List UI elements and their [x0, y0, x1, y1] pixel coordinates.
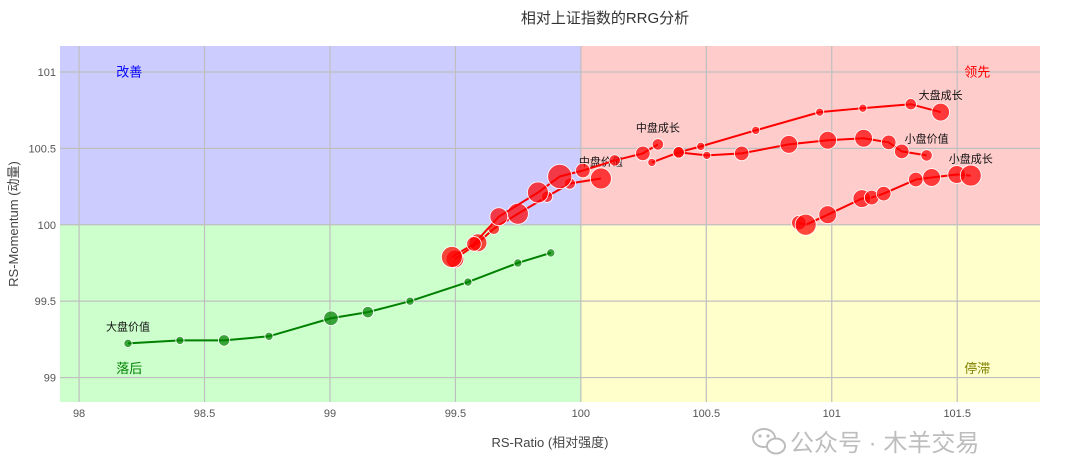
series-label: 大盘价值 — [106, 319, 150, 333]
series-label: 大盘成长 — [919, 88, 963, 102]
series-line — [651, 137, 927, 164]
quadrant-label-bottom-left: 落后 — [116, 361, 142, 376]
data-point — [751, 125, 761, 135]
x-tick-label: 100.5 — [693, 408, 721, 420]
series-line — [127, 251, 552, 345]
series-小盘成长: 小盘成长 — [791, 152, 993, 236]
x-tick-label: 99 — [324, 408, 336, 420]
data-point — [635, 145, 651, 162]
data-point — [489, 207, 509, 226]
y-tick-label: 101 — [38, 67, 56, 79]
data-point — [217, 334, 231, 347]
x-tick-label: 101.5 — [943, 408, 971, 420]
y-tick-label: 99 — [44, 373, 56, 385]
y-tick-label: 99.5 — [35, 296, 56, 308]
series-中盘成长: 中盘成长 — [440, 120, 680, 268]
watermark-text: 公众号 · 木羊交易 — [790, 430, 979, 457]
series-label: 小盘成长 — [949, 152, 993, 166]
data-point — [920, 149, 933, 162]
chart-title: 相对上证指数的RRG分析 — [521, 10, 689, 27]
series-小盘价值: 小盘价值 — [647, 128, 949, 167]
y-tick-label: 100.5 — [28, 143, 56, 155]
data-point — [922, 168, 941, 187]
quadrant-top-right — [580, 46, 1040, 225]
x-tick-label: 99.5 — [445, 408, 466, 420]
x-tick-label: 100 — [572, 408, 590, 420]
series-label: 小盘价值 — [905, 131, 949, 145]
data-point — [959, 164, 982, 187]
series-大盘价值: 大盘价值 — [106, 248, 556, 348]
data-point — [463, 277, 473, 287]
x-tick-label: 98 — [73, 408, 85, 420]
data-point — [672, 146, 685, 159]
wechat-icon — [752, 428, 786, 455]
data-point — [702, 150, 712, 160]
data-point — [608, 154, 621, 167]
data-point — [361, 306, 374, 319]
data-point — [894, 143, 910, 160]
data-point — [881, 134, 897, 151]
data-point — [908, 171, 924, 188]
y-axis-label: RS-Momentum (动量) — [6, 161, 21, 287]
data-point — [858, 103, 868, 113]
quadrant-bottom-right — [580, 224, 1040, 402]
gridlines — [60, 46, 1040, 402]
y-tick-label: 100 — [38, 220, 56, 232]
data-point — [651, 138, 664, 151]
data-point — [466, 236, 482, 252]
data-point — [818, 130, 838, 150]
data-point — [931, 102, 950, 122]
data-point — [779, 135, 799, 154]
data-point — [818, 205, 838, 224]
data-point — [696, 141, 706, 151]
data-point — [733, 145, 750, 162]
data-point — [575, 162, 591, 179]
data-point — [123, 338, 133, 348]
data-point — [590, 167, 612, 190]
tick-labels: 98 98.5 99 99.5 100 100.5 101 101.5 99 99.5 100 100… — [28, 67, 971, 420]
watermark: 公众号 · 木羊交易 — [752, 428, 979, 457]
data-point — [323, 310, 339, 326]
data-point — [440, 246, 463, 268]
data-point — [854, 128, 873, 148]
data-point — [513, 258, 523, 268]
quadrant-label-top-right: 领先 — [964, 65, 990, 80]
x-axis-label: RS-Ratio (相对强度) — [491, 435, 608, 450]
quadrant-bottom-left — [60, 224, 581, 402]
data-point — [794, 213, 817, 236]
data-point — [405, 296, 415, 306]
quadrant-label-bottom-right: 停滞 — [964, 361, 990, 376]
quadrant-top-left — [60, 46, 581, 225]
quadrant-label-top-left: 改善 — [116, 65, 142, 80]
data-point — [547, 163, 573, 189]
data-point — [264, 331, 274, 341]
data-point — [815, 107, 825, 117]
data-point — [175, 335, 185, 345]
data-point — [506, 202, 529, 225]
data-point — [904, 98, 917, 111]
data-point — [546, 248, 556, 258]
data-point — [647, 157, 657, 167]
quadrants — [60, 46, 1040, 402]
series-label: 中盘成长 — [636, 120, 680, 134]
x-tick-label: 101 — [823, 408, 841, 420]
x-tick-label: 98.5 — [194, 408, 215, 420]
data-point — [527, 181, 549, 204]
data-point — [875, 185, 892, 202]
